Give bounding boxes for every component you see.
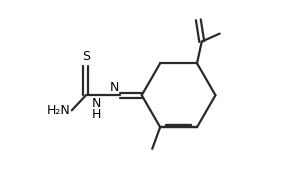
Text: N: N [110,81,120,94]
Text: H: H [92,108,101,121]
Text: S: S [82,50,90,63]
Text: H₂N: H₂N [47,104,71,117]
Text: N: N [92,97,101,110]
